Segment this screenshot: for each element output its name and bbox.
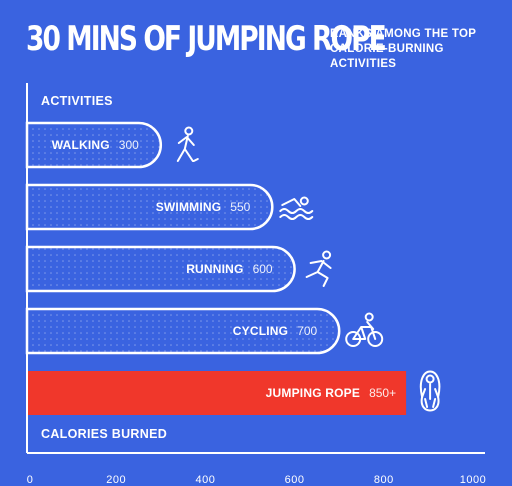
cycling-icon bbox=[345, 312, 384, 347]
bar-group: 700 CYCLING bbox=[25, 307, 341, 355]
bar-value-label: 300 bbox=[119, 138, 139, 152]
bar-group: 300 WALKING bbox=[25, 121, 163, 169]
bar-group: 600 RUNNING bbox=[25, 245, 296, 293]
bar-value-label: 600 bbox=[253, 262, 273, 276]
bar-texture bbox=[27, 309, 340, 353]
bar-texture bbox=[27, 247, 295, 291]
bar-category-label: WALKING bbox=[52, 138, 110, 152]
chart-title: 30 MINS OF JUMPING ROPE bbox=[26, 19, 387, 59]
x-tick-label: 200 bbox=[106, 474, 126, 486]
chart-subtitle: RANKS AMONG THE TOP CALORIE-BURNING ACTI… bbox=[330, 27, 510, 72]
bar-value-label: 850+ bbox=[369, 386, 396, 400]
bar-value-label: 550 bbox=[230, 200, 250, 214]
bar-category-label: SWIMMING bbox=[156, 200, 222, 214]
bar-group: 850+ JUMPING ROPE bbox=[27, 371, 407, 415]
walking-icon bbox=[176, 126, 199, 162]
x-tick-label: 1000 bbox=[460, 474, 486, 486]
jump-rope-icon bbox=[419, 370, 441, 412]
y-axis-label: ACTIVITIES bbox=[41, 94, 113, 108]
x-axis-label: CALORIES BURNED bbox=[41, 427, 168, 441]
x-tick-label: 400 bbox=[195, 474, 215, 486]
running-icon bbox=[305, 250, 332, 287]
subtitle-line: CALORIE-BURNING bbox=[330, 43, 444, 55]
bar-texture bbox=[27, 185, 273, 229]
bar-category-label: RUNNING bbox=[186, 262, 243, 276]
bar-group: 550 SWIMMING bbox=[25, 183, 274, 231]
subtitle-line: ACTIVITIES bbox=[330, 58, 397, 70]
bar bbox=[27, 371, 407, 415]
x-tick-label: 800 bbox=[374, 474, 394, 486]
bar-category-label: CYCLING bbox=[233, 324, 288, 338]
bar-category-label: JUMPING ROPE bbox=[266, 386, 360, 400]
bar-value-label: 700 bbox=[297, 324, 317, 338]
swimming-icon bbox=[279, 196, 314, 220]
subtitle-line: RANKS AMONG THE TOP bbox=[330, 28, 477, 40]
bar-texture bbox=[27, 123, 161, 167]
x-tick-label: 0 bbox=[27, 474, 34, 486]
x-tick-label: 600 bbox=[285, 474, 305, 486]
